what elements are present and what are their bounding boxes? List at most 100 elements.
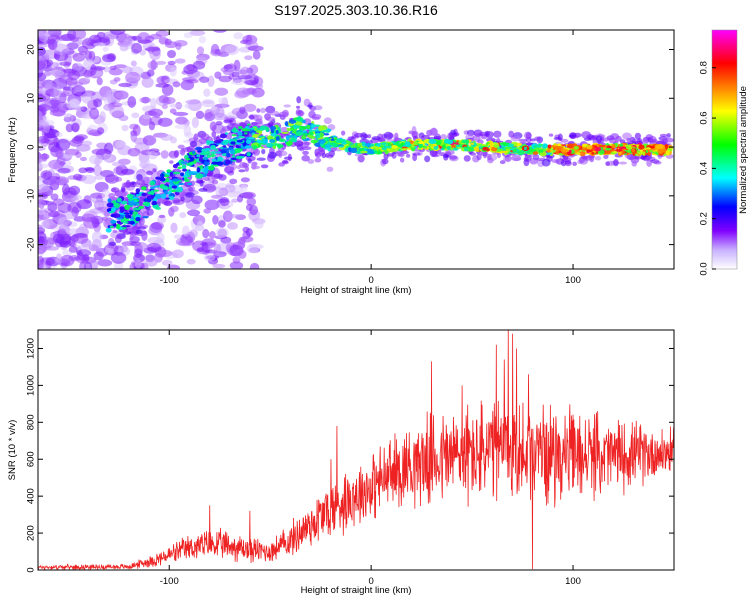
spectrogram-band-blob [297,109,304,117]
spectrogram-ridge-blob [367,150,375,155]
spectrogram-band-blob [302,150,309,155]
spectrogram-ridge-blob [171,185,178,189]
spectrogram-noise-blob [134,259,142,269]
spectrogram-noise-blob [98,36,110,43]
spectrogram-noise-blob [70,37,79,42]
spectrogram-ridge-blob [295,116,304,123]
spectrogram-noise-blob [137,39,152,44]
spectrogram-band-blob [184,146,191,151]
spectrogram-noise-blob [103,151,113,163]
spectrogram-noise-blob [175,42,182,51]
spectrogram-noise-blob [47,177,59,187]
spectrogram-noise-blob [229,178,238,185]
spectrogram-band-blob [567,140,575,145]
spectrogram-noise-blob [99,111,106,123]
spectrogram-band-blob [278,111,289,117]
spectrogram-band-blob [568,134,575,138]
spectrogram-noise-blob [38,146,46,152]
spectrogram-band-blob [180,196,185,202]
spectrogram-noise-blob [207,75,215,88]
spectrogram-noise-blob [155,83,170,88]
spectrogram-band-blob [253,148,261,156]
spectrogram-noise-blob [65,228,81,235]
spectrogram-ridge-blob [391,144,398,149]
spectrogram-ridge-blob [175,189,183,193]
spectrogram-ridge-blob [204,168,209,175]
spectrogram-ridge-blob [538,149,544,153]
colorbar-gradient [712,30,737,269]
spectrogram-noise-blob [68,185,81,196]
spectrogram-ridge-blob [270,129,274,134]
spectrogram-ridge-blob [310,123,316,129]
spectrogram-ridge-blob [487,140,494,146]
spectrogram-noise-blob [89,107,100,120]
spectrogram-noise-blob [100,95,109,101]
spectrogram-ridge-blob [199,152,206,156]
spectrogram-ridge-blob [463,146,469,149]
spectrogram-noise-blob [90,64,97,76]
spectrogram-y-tick-label: -10 [26,189,37,203]
spectrogram-noise-blob [50,97,60,109]
spectrogram-ridge-blob [420,147,424,150]
spectrogram-band-blob [594,155,602,161]
spectrogram-ridge-blob [121,225,129,228]
spectrogram-ridge-blob [142,201,150,206]
spectrogram-noise-blob [94,201,106,208]
spectrogram-band-blob [560,138,569,143]
spectrogram-ridge-blob [238,125,243,130]
spectrogram-noise-blob [147,151,158,160]
spectrogram-ridge-blob [605,147,612,151]
spectrogram-ridge-blob [529,149,537,152]
spectrogram-band-blob [114,235,122,244]
spectrogram-noise-blob [212,214,219,225]
spectrogram-ridge-blob [333,143,339,148]
spectrogram-band-blob [247,158,252,164]
spectrogram-band-blob [256,108,261,113]
spectrogram-ridge-blob [516,142,523,146]
spectrogram-ridge-blob [329,142,334,146]
spectrogram-ridge-blob [171,189,177,193]
spectrogram-band-blob [188,186,194,192]
spectrogram-ridge-blob [271,143,280,146]
spectrogram-ridge-blob [345,141,352,145]
spectrogram-ridge-blob [149,180,156,186]
spectrogram-ridge-blob [230,157,238,161]
spectrogram-noise-blob [38,163,50,169]
spectrogram-ridge-blob [242,141,247,147]
spectrogram-band-blob [296,105,301,109]
spectrogram-ridge-blob [246,151,251,157]
spectrogram-noise-blob [225,44,240,56]
spectrogram-frame [37,29,675,270]
spectrogram-noise-blob [118,33,133,46]
spectrogram-ridge-blob [213,140,222,144]
spectrogram-band-blob [180,148,186,156]
spectrogram-noise-blob [209,121,217,132]
spectrogram-band-blob [439,152,446,157]
spectrogram-band-blob [383,153,389,160]
spectrogram-noise-blob [241,88,258,95]
spectrogram-ridge-blob [149,186,156,189]
spectrogram-ridge-blob [206,139,211,146]
spectrogram-ridge-blob [323,137,330,141]
spectrogram-noise-blob [208,231,216,239]
spectrogram-ridge-blob [324,144,333,148]
spectrogram-band-blob [398,153,405,157]
spectrogram-ridge-blob [665,150,670,156]
spectrogram-band-blob [250,122,258,126]
spectrogram-ridge-blob [257,127,266,131]
spectrogram-ridge-blob [513,148,517,153]
snr-y-tick-label: 800 [26,414,37,430]
spectrogram-ridge-blob [272,145,276,149]
spectrogram-noise-blob [72,52,86,62]
spectrogram-ridge-blob [203,161,211,166]
spectrogram-ridge-blob [318,125,324,132]
spectrogram-noise-blob [231,79,245,86]
spectrogram-noise-blob [237,250,247,259]
spectrogram-ridge-blob [195,173,204,179]
spectrogram-ridge-blob [229,138,234,141]
spectrogram-ridge-blob [229,149,236,155]
spectrogram-noise-blob [204,254,216,262]
spectrogram-noise-blob [215,186,222,198]
spectrogram-ridge-blob [378,151,383,154]
spectrogram-band-blob [618,161,628,165]
